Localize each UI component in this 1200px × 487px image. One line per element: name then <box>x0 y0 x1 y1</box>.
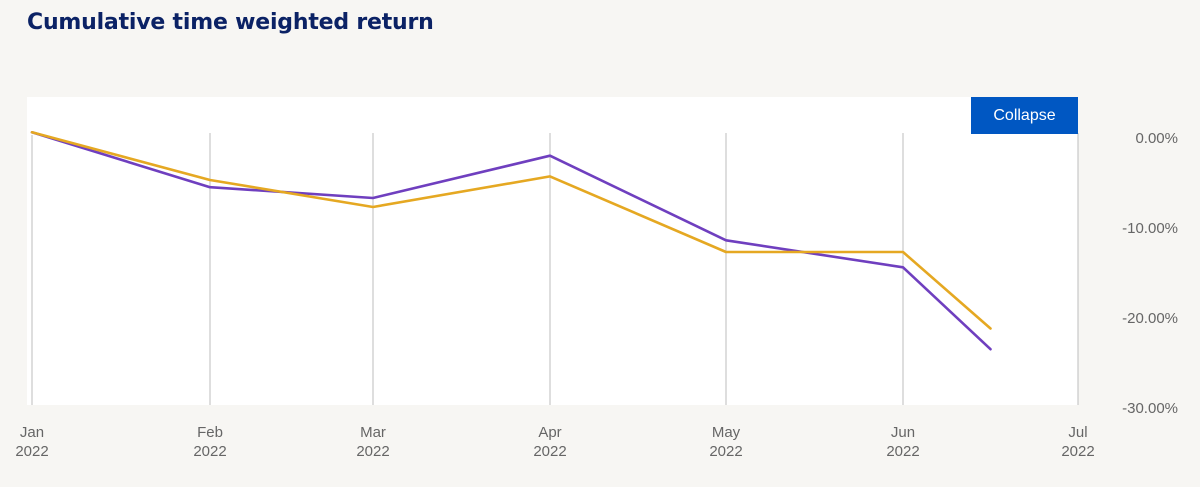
x-tick-month-mar: Mar <box>360 424 386 441</box>
x-tick-year-may: 2022 <box>709 443 742 460</box>
x-tick-year-mar: 2022 <box>356 443 389 460</box>
x-tick-year-jun: 2022 <box>886 443 919 460</box>
x-tick-month-feb: Feb <box>197 424 223 441</box>
grid-lines <box>31 133 1079 405</box>
x-tick-month-jun: Jun <box>891 424 915 441</box>
x-axis-ticks: Jan 2022 Feb 2022 Mar 2022 Apr 2022 May 2022 Jun 20… <box>15 424 1094 460</box>
x-tick-month-jul: Jul <box>1068 424 1087 441</box>
chart-title: Cumulative time weighted return <box>27 10 434 35</box>
x-tick-month-apr: Apr <box>538 424 561 441</box>
y-tick-label: -30.00% <box>1122 400 1178 417</box>
x-tick-year-feb: 2022 <box>193 443 226 460</box>
y-tick-label: 0.00% <box>1135 130 1178 147</box>
x-tick-year-apr: 2022 <box>533 443 566 460</box>
x-tick-year-jan: 2022 <box>15 443 48 460</box>
y-tick-label: -20.00% <box>1122 310 1178 327</box>
y-axis-ticks: 0.00% -10.00% -20.00% -30.00% <box>1122 130 1178 417</box>
x-tick-month-may: May <box>712 424 741 441</box>
series-line-1 <box>30 131 992 351</box>
collapse-button[interactable]: Collapse <box>971 97 1078 134</box>
x-tick-year-jul: 2022 <box>1061 443 1094 460</box>
y-tick-label: -10.00% <box>1122 220 1178 237</box>
series-line-2 <box>30 131 992 330</box>
x-tick-month-jan: Jan <box>20 424 44 441</box>
series-group <box>30 131 992 351</box>
